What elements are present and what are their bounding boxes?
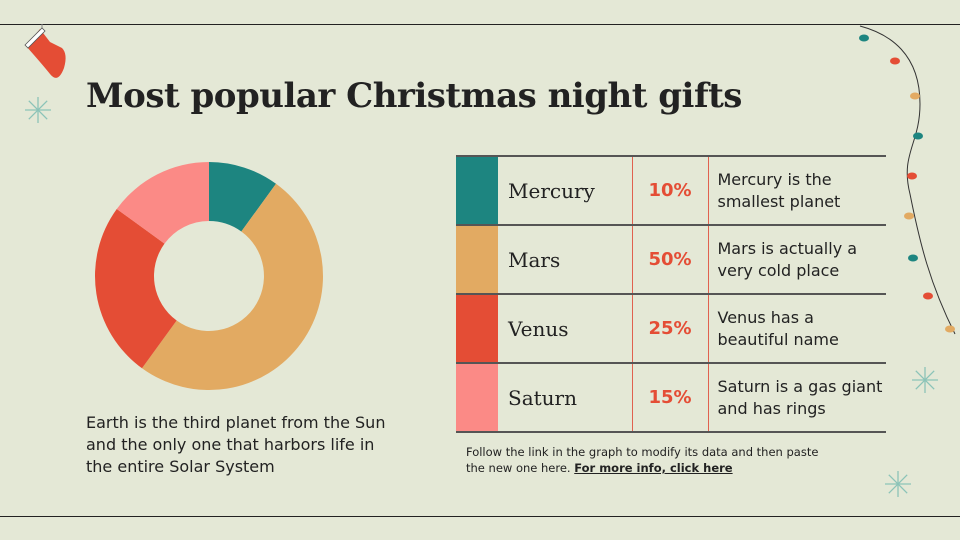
planet-name: Venus (498, 293, 633, 364)
planet-name: Mercury (498, 155, 633, 226)
planet-name: Mars (498, 224, 633, 295)
planet-description: Mercury is the smallest planet (708, 155, 886, 226)
percent-value: 15% (632, 362, 709, 433)
page-title: Most popular Christmas night gifts (86, 76, 742, 116)
table-row: Mars 50% Mars is actually a very cold pl… (456, 224, 886, 295)
top-rule (0, 24, 960, 25)
donut-slice-saturn[interactable] (116, 162, 209, 244)
planet-description: Saturn is a gas giant and has rings (708, 362, 886, 433)
table-row: Mercury 10% Mercury is the smallest plan… (456, 155, 886, 226)
planet-description: Venus has a beautiful name (708, 293, 886, 364)
planet-description: Mars is actually a very cold place (708, 224, 886, 295)
snowflake-icon (25, 97, 51, 123)
more-info-link[interactable]: For more info, click here (574, 461, 733, 475)
table-row: Venus 25% Venus has a beautiful name (456, 293, 886, 364)
snowflake-icon (885, 471, 911, 497)
percent-value: 10% (632, 155, 709, 226)
light-bulb (913, 132, 923, 140)
stocking-icon (24, 24, 66, 78)
percent-value: 50% (632, 224, 709, 295)
description-text: Earth is the third planet from the Sun a… (86, 413, 386, 476)
data-table: Mercury 10% Mercury is the smallest plan… (456, 155, 886, 433)
light-bulb (904, 212, 914, 220)
color-swatch (456, 224, 498, 295)
planet-name: Saturn (498, 362, 633, 433)
donut-slice-venus[interactable] (94, 208, 177, 369)
donut-slice-mars[interactable] (141, 183, 323, 390)
bottom-rule (0, 516, 960, 517)
light-bulb (923, 292, 933, 300)
table-row: Saturn 15% Saturn is a gas giant and has… (456, 362, 886, 433)
christmas-lights-icon (859, 25, 956, 335)
light-bulb (859, 34, 869, 42)
percent-value: 25% (632, 293, 709, 364)
light-bulb (890, 57, 900, 65)
light-bulb (910, 92, 920, 100)
color-swatch (456, 155, 498, 226)
donut-slice-mercury[interactable] (209, 162, 277, 232)
color-swatch (456, 293, 498, 364)
footnote: Follow the link in the graph to modify i… (466, 444, 826, 476)
footnote-text: Follow the link in the graph to modify i… (466, 445, 819, 475)
snowflake-icon (912, 367, 938, 393)
light-bulb (907, 172, 917, 180)
donut-chart[interactable] (90, 158, 330, 398)
light-bulb (908, 254, 918, 262)
light-bulb (945, 325, 955, 333)
color-swatch (456, 362, 498, 433)
